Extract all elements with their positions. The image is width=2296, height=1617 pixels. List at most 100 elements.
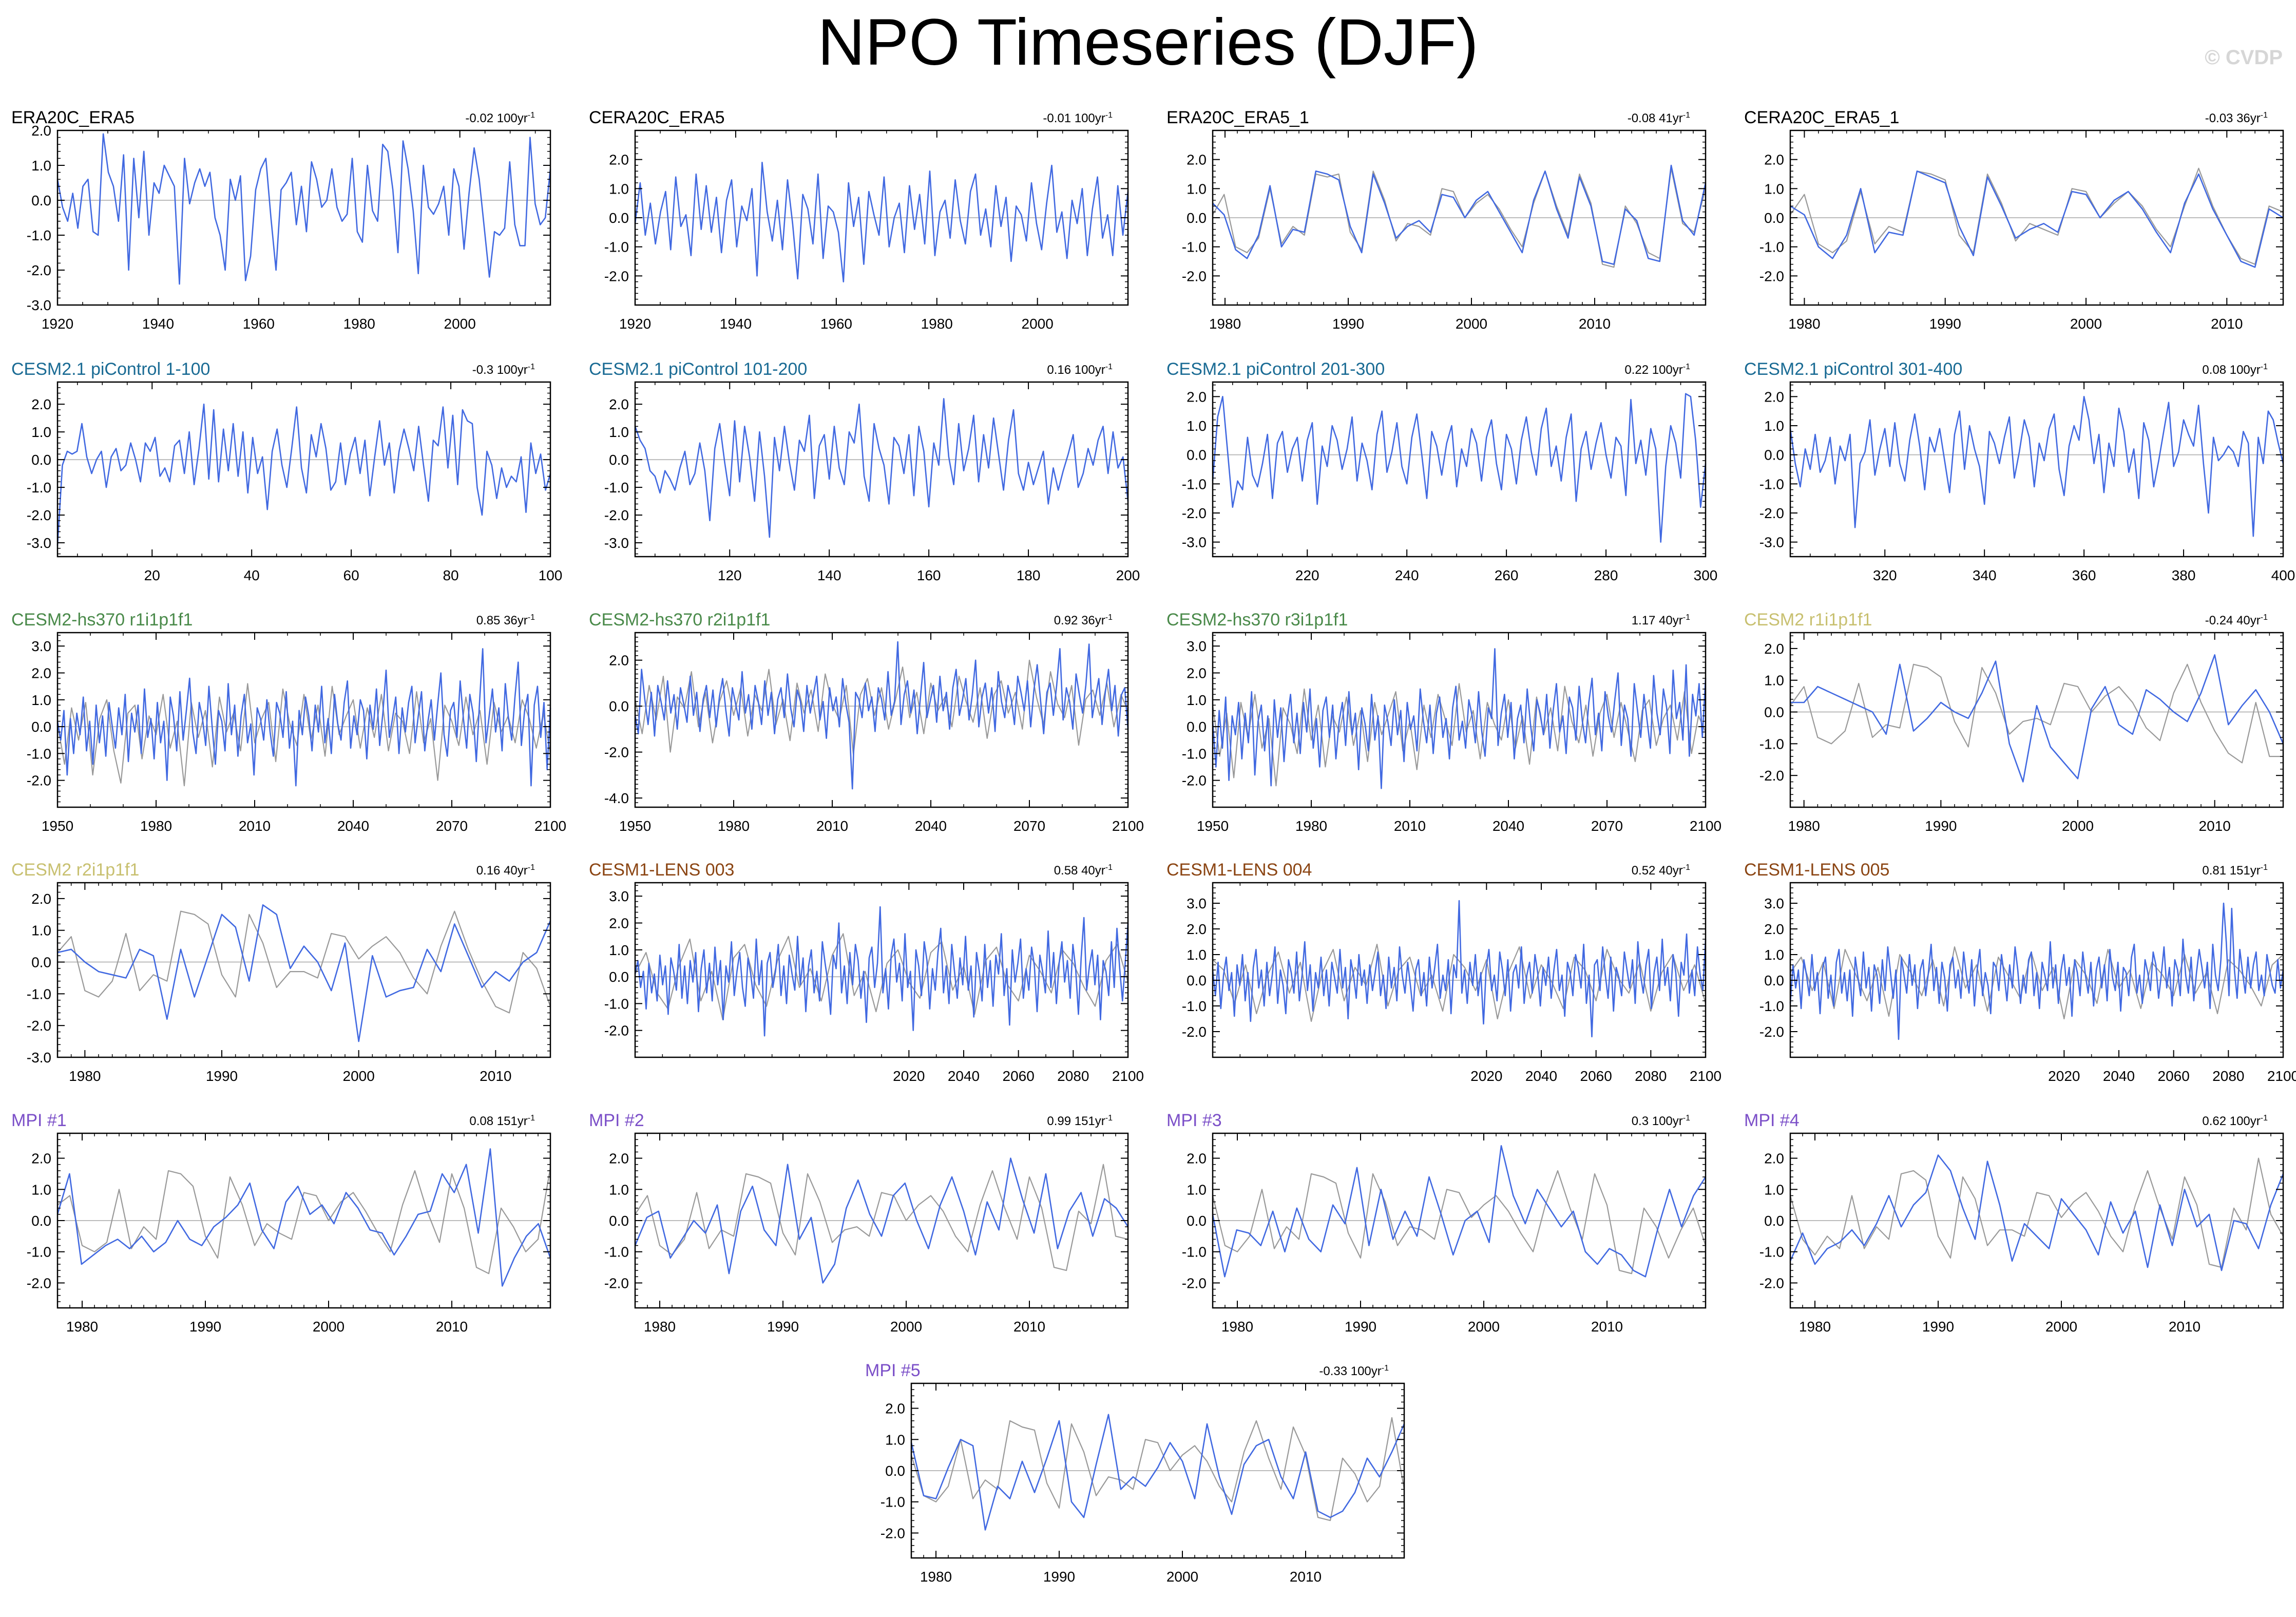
y-tick-label: -2.0: [1759, 505, 1784, 521]
page-title: NPO Timeseries (DJF): [817, 6, 1479, 79]
y-tick-label: -1.0: [1759, 476, 1784, 492]
x-tick-label: 1980: [644, 1319, 676, 1335]
x-tick-label: 1980: [1788, 316, 1820, 332]
x-tick-label: 2010: [2169, 1319, 2201, 1335]
y-tick-label: -2.0: [27, 262, 51, 278]
y-tick-label: -3.0: [1182, 535, 1207, 550]
trend-label: 0.16 40yr-1: [476, 863, 535, 878]
y-tick-label: -2.0: [1759, 1024, 1784, 1040]
x-tick-label: 40: [244, 567, 260, 583]
main-series-line: [1790, 654, 2284, 783]
y-tick-label: 1.0: [31, 692, 51, 708]
y-tick-label: -3.0: [1759, 535, 1784, 550]
watermark: © CVDP: [2205, 46, 2283, 69]
trend-label: -0.02 100yr-1: [465, 111, 535, 126]
trend-exponent: -1: [1682, 1114, 1690, 1123]
x-tick-label: 2040: [1525, 1068, 1557, 1084]
x-tick-label: 2070: [1013, 818, 1045, 834]
panel-title: MPI #4: [1744, 1111, 1800, 1130]
main-series-line: [1789, 1154, 2284, 1271]
panel-6: CESM2.1 piControl 101-200 0.16 100yr-1 2.0…: [589, 359, 1140, 596]
panel-1: ERA20C_ERA5 -0.02 100yr-1 2.0 1.0 0.0 -1.0 -2.…: [11, 108, 551, 344]
x-tick-label: 2020: [2048, 1068, 2080, 1084]
plot-frame: [56, 381, 551, 558]
y-tick-label: -2.0: [1182, 1024, 1207, 1040]
x-tick-label: 2010: [436, 1319, 468, 1335]
x-tick-label: 2080: [2212, 1068, 2244, 1084]
y-tick-label: 0.0: [885, 1463, 905, 1479]
trend-exponent: -1: [1105, 1114, 1113, 1123]
x-tick-label: 2100: [1690, 818, 1721, 834]
trend-value: -0.33 100yr: [1319, 1364, 1382, 1378]
trend-exponent: -1: [527, 863, 535, 872]
x-tick-label: 200: [1116, 567, 1140, 583]
chart-svg: 3.0 2.0 1.0 0.0 -1.0 -2.0 1950 1980 2010 2040 2070…: [1182, 632, 1721, 834]
panel-13: CESM2 r2i1p1f1 0.16 40yr-1 2.0 1.0 0.0 -1.0 -2…: [11, 860, 551, 1096]
panel-2: CERA20C_ERA5 -0.01 100yr-1 2.0 1.0 0.0 -1.0 -2…: [589, 108, 1129, 344]
y-tick-label: 1.0: [609, 942, 629, 958]
trend-exponent: -1: [1682, 363, 1690, 371]
y-tick-label: 1.0: [31, 158, 51, 174]
trend-label: 0.52 40yr-1: [1632, 863, 1690, 878]
main-series-line: [634, 1157, 1129, 1284]
x-tick-label: 2000: [1456, 316, 1487, 332]
y-tick-label: 3.0: [1764, 896, 1784, 911]
y-tick-label: 0.0: [1764, 447, 1784, 463]
main-series-line: [1212, 1145, 1707, 1278]
x-tick-label: 1980: [69, 1068, 101, 1084]
trend-exponent: -1: [527, 1114, 535, 1123]
main-series-line: [1212, 900, 1707, 1038]
x-tick-label: 1940: [720, 316, 752, 332]
y-tick-label: 1.0: [885, 1432, 905, 1448]
chart-svg: 2.0 1.0 0.0 -1.0 -2.0 -3.0 120 140 160 180 200: [604, 381, 1140, 583]
trend-exponent: -1: [527, 111, 535, 120]
y-tick-label: -2.0: [604, 1023, 629, 1039]
panel-title: MPI #1: [11, 1111, 67, 1130]
main-series-line: [1212, 648, 1707, 789]
x-tick-label: 2070: [436, 818, 468, 834]
y-tick-label: 2.0: [1187, 152, 1207, 168]
trend-label: 0.81 151yr-1: [2202, 863, 2268, 878]
trend-exponent: -1: [2260, 1114, 2268, 1123]
y-tick-label: -3.0: [27, 1050, 51, 1066]
main-series-line: [910, 1414, 1405, 1531]
trend-value: 0.08 151yr: [469, 1114, 528, 1128]
x-tick-label: 1990: [1929, 316, 1961, 332]
plot-frame: [1789, 381, 2284, 558]
panel-title: CESM1-LENS 003: [589, 860, 735, 880]
panel-11: CESM2-hs370 r3i1p1f1 1.17 40yr-1 3.0 2.0 1.0…: [1166, 610, 1721, 846]
trend-label: -0.01 100yr-1: [1043, 111, 1113, 126]
panel-19: MPI #3 0.3 100yr-1 2.0 1.0 0.0 -1.0 -2.0 1980 19…: [1166, 1111, 1707, 1347]
x-tick-label: 1980: [1788, 818, 1820, 834]
panel-title: CESM1-LENS 005: [1744, 860, 1890, 880]
plot-frame: [56, 632, 551, 808]
y-tick-label: -1.0: [604, 480, 629, 496]
panel-17: MPI #1 0.08 151yr-1 2.0 1.0 0.0 -1.0 -2.0 1980 1…: [11, 1111, 551, 1347]
panel-title: MPI #3: [1166, 1111, 1222, 1130]
panel-title: ERA20C_ERA5_1: [1166, 108, 1309, 127]
y-tick-label: 0.0: [1764, 210, 1784, 226]
y-tick-label: -1.0: [1182, 476, 1207, 492]
trend-label: 0.16 100yr-1: [1047, 363, 1113, 377]
y-tick-label: -1.0: [1182, 998, 1207, 1014]
y-tick-label: 2.0: [1764, 152, 1784, 168]
chart-svg: 3.0 2.0 1.0 0.0 -1.0 -2.0 2020 2040 2060 2080 2100: [1759, 882, 2296, 1084]
panel-14: CESM1-LENS 003 0.58 40yr-1 3.0 2.0 1.0 0.0 -1.…: [589, 860, 1144, 1096]
y-tick-label: 0.0: [31, 719, 51, 735]
main-series-line: [1212, 393, 1707, 543]
y-tick-label: -3.0: [27, 535, 51, 551]
y-tick-label: 0.0: [1764, 1213, 1784, 1229]
trend-value: 0.22 100yr: [1624, 363, 1683, 377]
chart-svg: 2.0 1.0 0.0 -1.0 -2.0 1980 1990 2000 2010: [1182, 1132, 1707, 1335]
x-tick-label: 2040: [1493, 818, 1524, 834]
x-tick-label: 2010: [2211, 316, 2243, 332]
y-tick-label: -2.0: [604, 268, 629, 284]
y-tick-label: -1.0: [27, 986, 51, 1002]
y-tick-label: 1.0: [1187, 692, 1207, 708]
y-tick-label: 2.0: [609, 653, 629, 669]
x-tick-label: 260: [1495, 567, 1519, 583]
x-tick-label: 2100: [534, 818, 566, 834]
x-tick-label: 400: [2271, 567, 2295, 583]
main-series-line: [57, 904, 551, 1042]
y-tick-label: 1.0: [1764, 181, 1784, 197]
